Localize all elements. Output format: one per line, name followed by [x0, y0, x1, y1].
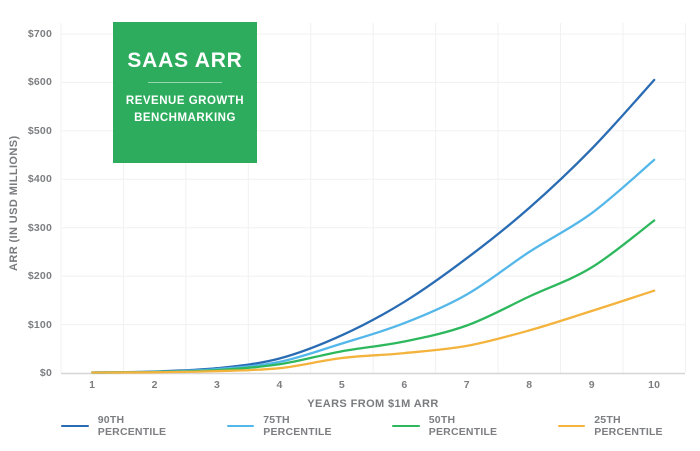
y-tick-label: $600	[27, 76, 52, 89]
legend-label: 25TH PERCENTILE	[594, 414, 663, 438]
x-tick-label: 5	[338, 379, 345, 391]
y-tick-label: $100	[27, 318, 52, 331]
x-tick-label: 2	[151, 379, 158, 391]
y-tick-label: $400	[27, 173, 52, 186]
y-tick-label: $200	[27, 270, 52, 283]
title-box-subtitle-line2: BENCHMARKING	[134, 112, 236, 124]
x-tick-label: 10	[648, 379, 661, 391]
title-box-heading: SAAS ARR	[127, 49, 243, 72]
title-box-subtitle-line1: REVENUE GROWTH	[125, 95, 245, 107]
x-tick-label: 7	[463, 379, 470, 391]
title-box: SAAS ARR REVENUE GROWTH BENCHMARKING	[113, 22, 257, 163]
x-tick-label: 8	[526, 379, 533, 391]
series-lines	[91, 78, 656, 374]
y-tick-label: $300	[27, 221, 52, 234]
y-tick-label: $700	[27, 28, 52, 40]
legend-swatch	[61, 424, 89, 428]
title-box-divider	[148, 82, 222, 83]
legend-item-50th-percentile: 50TH PERCENTILE	[392, 414, 520, 438]
legend-swatch	[392, 424, 420, 428]
y-axis-title: ARR (IN USD MILLIONS)	[8, 135, 20, 271]
x-axis-title: YEARS FROM $1M ARR	[307, 398, 439, 410]
x-tick-label: 1	[89, 379, 96, 391]
y-tick-label: $0	[39, 367, 52, 379]
series-line-25th-percentile	[91, 289, 656, 374]
y-tick-label: $500	[27, 124, 52, 137]
legend-item-90th-percentile: 90TH PERCENTILE	[61, 414, 189, 438]
legend: 90TH PERCENTILE 75TH PERCENTILE 50TH PERCE…	[61, 414, 686, 438]
legend-item-75th-percentile: 75TH PERCENTILE	[226, 414, 355, 438]
x-tick-label: 6	[401, 379, 408, 391]
x-tick-label: 4	[276, 379, 283, 391]
horizontal-gridlines	[61, 33, 685, 326]
legend-item-25th-percentile: 25TH PERCENTILE	[557, 414, 686, 438]
legend-swatch	[557, 424, 586, 428]
legend-label: 90TH PERCENTILE	[97, 414, 167, 438]
x-tick-label: 9	[588, 379, 595, 391]
legend-label: 50TH PERCENTILE	[428, 414, 498, 438]
legend-swatch	[226, 424, 255, 428]
x-tick-label: 3	[214, 379, 221, 391]
legend-label: 75TH PERCENTILE	[263, 414, 332, 438]
